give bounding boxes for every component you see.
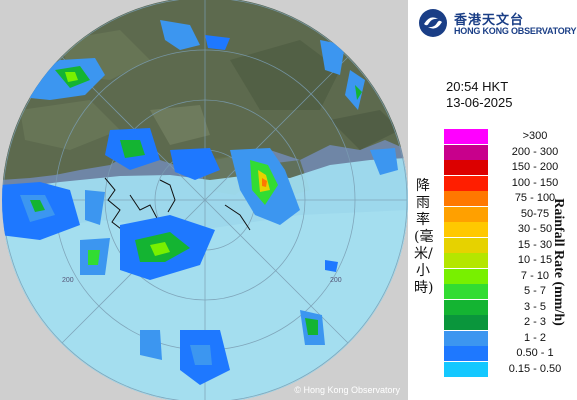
legend-label: 0.15 - 0.50 (508, 362, 562, 375)
legend-label: 10 - 15 (517, 254, 553, 266)
legend-swatch (444, 253, 488, 268)
legend-swatch (444, 222, 488, 237)
legend-item: 150 - 200 (444, 160, 577, 175)
range-label-east: 200 (330, 277, 342, 284)
legend-item: 10 - 15 (444, 253, 577, 268)
legend-item: 1 - 2 (444, 330, 577, 346)
logo-english-text: HONG KONG OBSERVATORY (454, 26, 577, 36)
legend-item: 200 - 300 (444, 144, 577, 160)
legend-item: 75 - 100 (444, 191, 577, 206)
legend-label: >300 (522, 130, 548, 142)
legend-label: 50-75 (520, 207, 550, 220)
legend-item: 0.50 - 1 (444, 346, 577, 361)
range-label-west: 200 (62, 277, 74, 284)
legend-swatch (444, 206, 488, 222)
legend-item: >300 (444, 129, 577, 144)
radar-map[interactable]: 200 200 (0, 0, 408, 400)
legend-swatch (444, 299, 488, 315)
rain-echoes (2, 20, 398, 385)
legend-item: 0.15 - 0.50 (444, 361, 577, 377)
legend-item: 3 - 5 (444, 299, 577, 315)
legend-swatch (444, 160, 488, 175)
legend-title-chinese: 降雨率(毫米/小時) (414, 178, 434, 296)
legend-item: 5 - 7 (444, 284, 577, 299)
legend-swatch (444, 175, 488, 191)
coastline (104, 177, 251, 233)
legend-label: 5 - 7 (523, 285, 546, 297)
legend-label: 0.50 - 1 (516, 347, 554, 359)
legend-label: 3 - 5 (523, 300, 546, 313)
legend-swatch (444, 361, 488, 377)
map-copyright: © Hong Kong Observatory (294, 385, 400, 395)
legend-swatch (444, 129, 488, 144)
legend-swatch (444, 191, 488, 206)
legend-item: 50-75 (444, 206, 577, 222)
legend-swatch (444, 268, 488, 284)
legend-swatch (444, 346, 488, 361)
radar-time: 20:54 HKT (446, 79, 509, 94)
legend-label: 1 - 2 (523, 331, 546, 344)
legend-swatch (444, 284, 488, 299)
legend-swatch (444, 315, 488, 330)
legend-item: 30 - 50 (444, 222, 577, 237)
hko-logo[interactable]: 香港天文台 HONG KONG OBSERVATORY (418, 6, 577, 40)
legend-label: 30 - 50 (517, 223, 553, 235)
legend-item: 100 - 150 (444, 175, 577, 191)
legend-swatch (444, 330, 488, 346)
legend-item: 7 - 10 (444, 268, 577, 284)
logo-chinese-text: 香港天文台 (454, 13, 525, 28)
legend-item: 2 - 3 (444, 315, 577, 330)
legend-item: 15 - 30 (444, 237, 577, 253)
hko-logo-icon (419, 9, 447, 37)
legend-label: 150 - 200 (511, 161, 559, 173)
legend-label: 75 - 100 (514, 192, 556, 204)
legend-panel: 香港天文台 HONG KONG OBSERVATORY 20:54 HKT 13… (408, 0, 577, 400)
radar-date: 13-06-2025 (446, 95, 513, 110)
legend-label: 15 - 30 (517, 238, 553, 251)
legend-label: 7 - 10 (520, 269, 550, 282)
legend-swatch (444, 144, 488, 160)
legend-swatch (444, 237, 488, 253)
legend-label: 200 - 300 (511, 145, 559, 158)
legend-label: 100 - 150 (511, 176, 559, 189)
legend-label: 2 - 3 (523, 316, 546, 328)
